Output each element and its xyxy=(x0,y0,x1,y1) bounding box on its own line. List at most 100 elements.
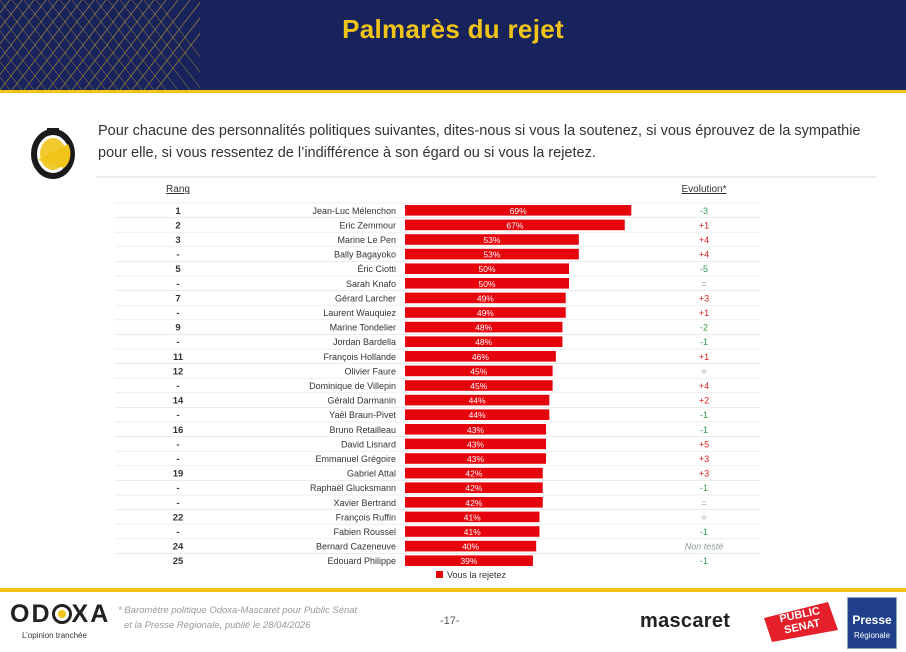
evolution-label: +4 xyxy=(699,381,709,391)
odoxa-logo-circle-icon xyxy=(51,604,72,624)
rank-label: - xyxy=(176,381,179,392)
evolution-label: +1 xyxy=(699,308,709,318)
bar xyxy=(405,482,543,493)
stripe-line xyxy=(11,0,83,90)
chart-row: - Emmanuel Grégoire 43% +3 xyxy=(115,450,760,465)
bar xyxy=(405,409,550,420)
mascaret-logo: mascaret xyxy=(640,610,731,632)
rank-label: - xyxy=(176,250,179,261)
chart-row: - Laurent Wauquiez 49% +1 xyxy=(115,304,760,319)
rank-label: 2 xyxy=(175,220,180,231)
evolution-label: -1 xyxy=(700,527,708,537)
chart-row: 25 Edouard Philippe 39% -1 xyxy=(115,553,760,567)
rank-label: 16 xyxy=(173,425,184,436)
bar-value-label: 50% xyxy=(478,279,495,289)
rank-header: Rang xyxy=(166,184,190,195)
stripe-line xyxy=(119,0,191,90)
evolution-label: -3 xyxy=(700,206,708,216)
stripe-line xyxy=(0,0,71,90)
bar xyxy=(405,365,553,377)
rank-label: 7 xyxy=(175,293,180,304)
person-name-label: Gérard Larcher xyxy=(335,293,396,303)
stripe-line xyxy=(107,0,179,90)
evolution-label: -1 xyxy=(700,425,708,435)
stripe-line xyxy=(0,0,23,30)
chart-row: - Sarah Knafo 50% = xyxy=(115,275,760,290)
bar xyxy=(405,511,540,523)
stripe-line xyxy=(47,0,119,90)
rank-label: - xyxy=(176,454,179,465)
stripe-line xyxy=(0,0,71,90)
bar-value-label: 48% xyxy=(475,337,492,347)
evolution-label: +5 xyxy=(699,439,709,449)
chart-row: - Dominique de Villepin 45% +4 xyxy=(115,377,760,392)
odoxa-logo: OD XA xyxy=(10,600,111,628)
evolution-label: +4 xyxy=(699,235,709,245)
person-name-label: François Ruffin xyxy=(336,512,396,522)
evolution-label: +1 xyxy=(699,220,709,230)
stripe-line xyxy=(155,0,200,58)
bar-value-label: 53% xyxy=(483,235,500,245)
evolution-label: = xyxy=(701,512,706,522)
stripe-line xyxy=(11,0,83,90)
person-name-label: Éric Ciotti xyxy=(357,264,396,274)
bar-value-label: 42% xyxy=(465,483,482,493)
person-name-label: Yaël Braun-Pivet xyxy=(329,410,396,420)
person-name-label: Jean-Luc Mélenchon xyxy=(312,206,396,216)
bar-value-label: 69% xyxy=(510,206,527,216)
stripe-line xyxy=(23,0,95,90)
chart-row: - Fabien Roussel 41% -1 xyxy=(115,523,760,538)
chart-row: 11 François Hollande 46% +1 xyxy=(115,348,760,363)
rank-label: 1 xyxy=(175,206,181,217)
rank-label: - xyxy=(176,439,179,450)
page-number: -17- xyxy=(440,615,460,627)
stripe-line xyxy=(23,0,95,90)
bar xyxy=(405,497,543,508)
stripe-line xyxy=(35,0,107,90)
stripe-line xyxy=(0,45,35,90)
chart-row: 12 Olivier Faure 45% = xyxy=(115,363,760,377)
chart-row: 9 Marine Tondelier 48% -2 xyxy=(115,319,760,334)
bar xyxy=(405,263,569,274)
odoxa-logo-d: D xyxy=(31,600,52,628)
chart-row: - Raphaël Glucksmann 42% -1 xyxy=(115,480,760,494)
person-name-label: Bruno Retailleau xyxy=(329,425,396,435)
person-name-label: Eric Zemmour xyxy=(339,220,396,230)
bar xyxy=(405,467,543,479)
presse-regionale-subtitle: Régionale xyxy=(853,631,891,640)
bar-value-label: 41% xyxy=(464,512,481,522)
odoxa-question-icon xyxy=(31,128,75,179)
chart-row: 16 Bruno Retailleau 43% -1 xyxy=(115,421,760,436)
stripe-line xyxy=(47,0,119,90)
evolution-label: -1 xyxy=(700,410,708,420)
evolution-label: -1 xyxy=(700,337,708,347)
legend-label: Vous la rejetez xyxy=(447,570,507,580)
person-name-label: François Hollande xyxy=(323,352,396,362)
person-name-label: Edouard Philippe xyxy=(327,556,396,566)
stripe-line xyxy=(83,0,155,90)
bar-value-label: 41% xyxy=(464,527,481,537)
evolution-label: Non testé xyxy=(685,542,724,552)
bar-value-label: 43% xyxy=(467,454,484,464)
bar-value-label: 44% xyxy=(469,410,486,420)
bar-value-label: 43% xyxy=(467,439,484,449)
chart-row: 22 François Ruffin 41% = xyxy=(115,509,760,523)
stripe-line xyxy=(131,0,200,89)
bar-value-label: 67% xyxy=(506,220,523,230)
rank-label: 24 xyxy=(173,542,184,553)
stripe-line xyxy=(83,0,155,90)
chart-row: - Xavier Bertrand 42% = xyxy=(115,494,760,509)
footer-accent-line xyxy=(0,588,906,592)
person-name-label: Emmanuel Grégoire xyxy=(315,454,396,464)
source-line-1: * Baromètre politique Odoxa-Mascaret pou… xyxy=(118,605,358,616)
bar xyxy=(405,248,579,260)
person-name-label: Marine Tondelier xyxy=(330,323,396,333)
person-name-label: Dominique de Villepin xyxy=(309,381,396,391)
bar xyxy=(405,526,540,537)
bar-value-label: 48% xyxy=(475,323,492,333)
evolution-label: -1 xyxy=(700,483,708,493)
stripe-line xyxy=(155,32,200,90)
rank-label: - xyxy=(176,498,179,509)
evolution-label: +3 xyxy=(699,469,709,479)
person-name-label: Xavier Bertrand xyxy=(333,498,396,508)
